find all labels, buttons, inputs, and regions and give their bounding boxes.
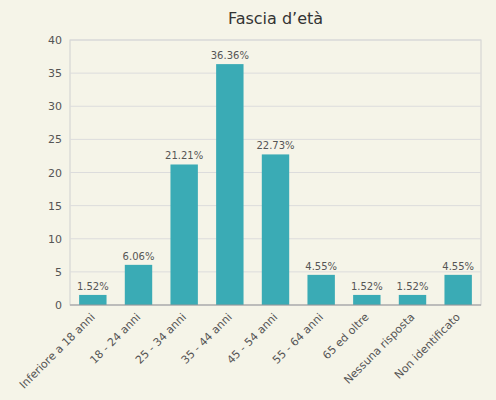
x-tick-label: 55 - 64 anni <box>270 311 326 367</box>
y-tick-label: 20 <box>48 167 62 180</box>
grid <box>70 40 481 305</box>
y-tick-label: 40 <box>48 34 62 47</box>
y-tick-label: 0 <box>55 299 62 312</box>
data-label: 4.55% <box>442 261 474 272</box>
grid-line <box>70 40 481 41</box>
data-label: 1.52% <box>77 281 109 292</box>
bar <box>399 295 426 305</box>
bar <box>170 164 197 305</box>
data-label: 4.55% <box>305 261 337 272</box>
x-axis-line <box>70 305 481 306</box>
data-label: 6.06% <box>123 251 155 262</box>
title: Fascia d’età <box>228 9 323 28</box>
y-tick-label: 15 <box>48 200 62 213</box>
data-labels: 1.52% 6.06% 21.21% 36.36% 22.73% 4.55% 1.52% 1.… <box>77 50 474 292</box>
y-tick-label: 5 <box>55 266 62 279</box>
bar <box>216 64 243 305</box>
bar <box>262 154 289 305</box>
x-tick-label: Inferiore a 18 anni <box>17 311 98 392</box>
y-tick-label: 35 <box>48 67 62 80</box>
bar <box>307 275 334 305</box>
data-label: 1.52% <box>351 281 383 292</box>
grid-line <box>70 305 481 306</box>
y-tick-label: 25 <box>48 133 62 146</box>
grid-line <box>70 106 481 107</box>
data-label: 22.73% <box>256 140 294 151</box>
y-tick-label: 10 <box>48 233 62 246</box>
data-label: 1.52% <box>397 281 429 292</box>
bar <box>79 295 106 305</box>
chart: Fascia d’età 0 5 10 15 20 25 30 35 40 1.52% 6.06% 21… <box>0 0 496 400</box>
chart-container: Fascia d’età 0 5 10 15 20 25 30 35 40 1.52% 6.06% 21… <box>0 0 496 400</box>
x-tick-label: Non identificato <box>392 310 463 381</box>
bar <box>444 275 471 305</box>
plot-frame <box>70 40 481 305</box>
data-label: 21.21% <box>165 150 203 161</box>
bar <box>353 295 380 305</box>
y-tick-label: 30 <box>48 100 62 113</box>
y-axis: 0 5 10 15 20 25 30 35 40 <box>48 34 62 312</box>
bars <box>79 64 472 305</box>
bar <box>125 265 152 305</box>
x-axis: Inferiore a 18 anni18 - 24 anni25 - 34 a… <box>17 310 463 391</box>
data-label: 36.36% <box>211 50 249 61</box>
grid-line <box>70 73 481 74</box>
